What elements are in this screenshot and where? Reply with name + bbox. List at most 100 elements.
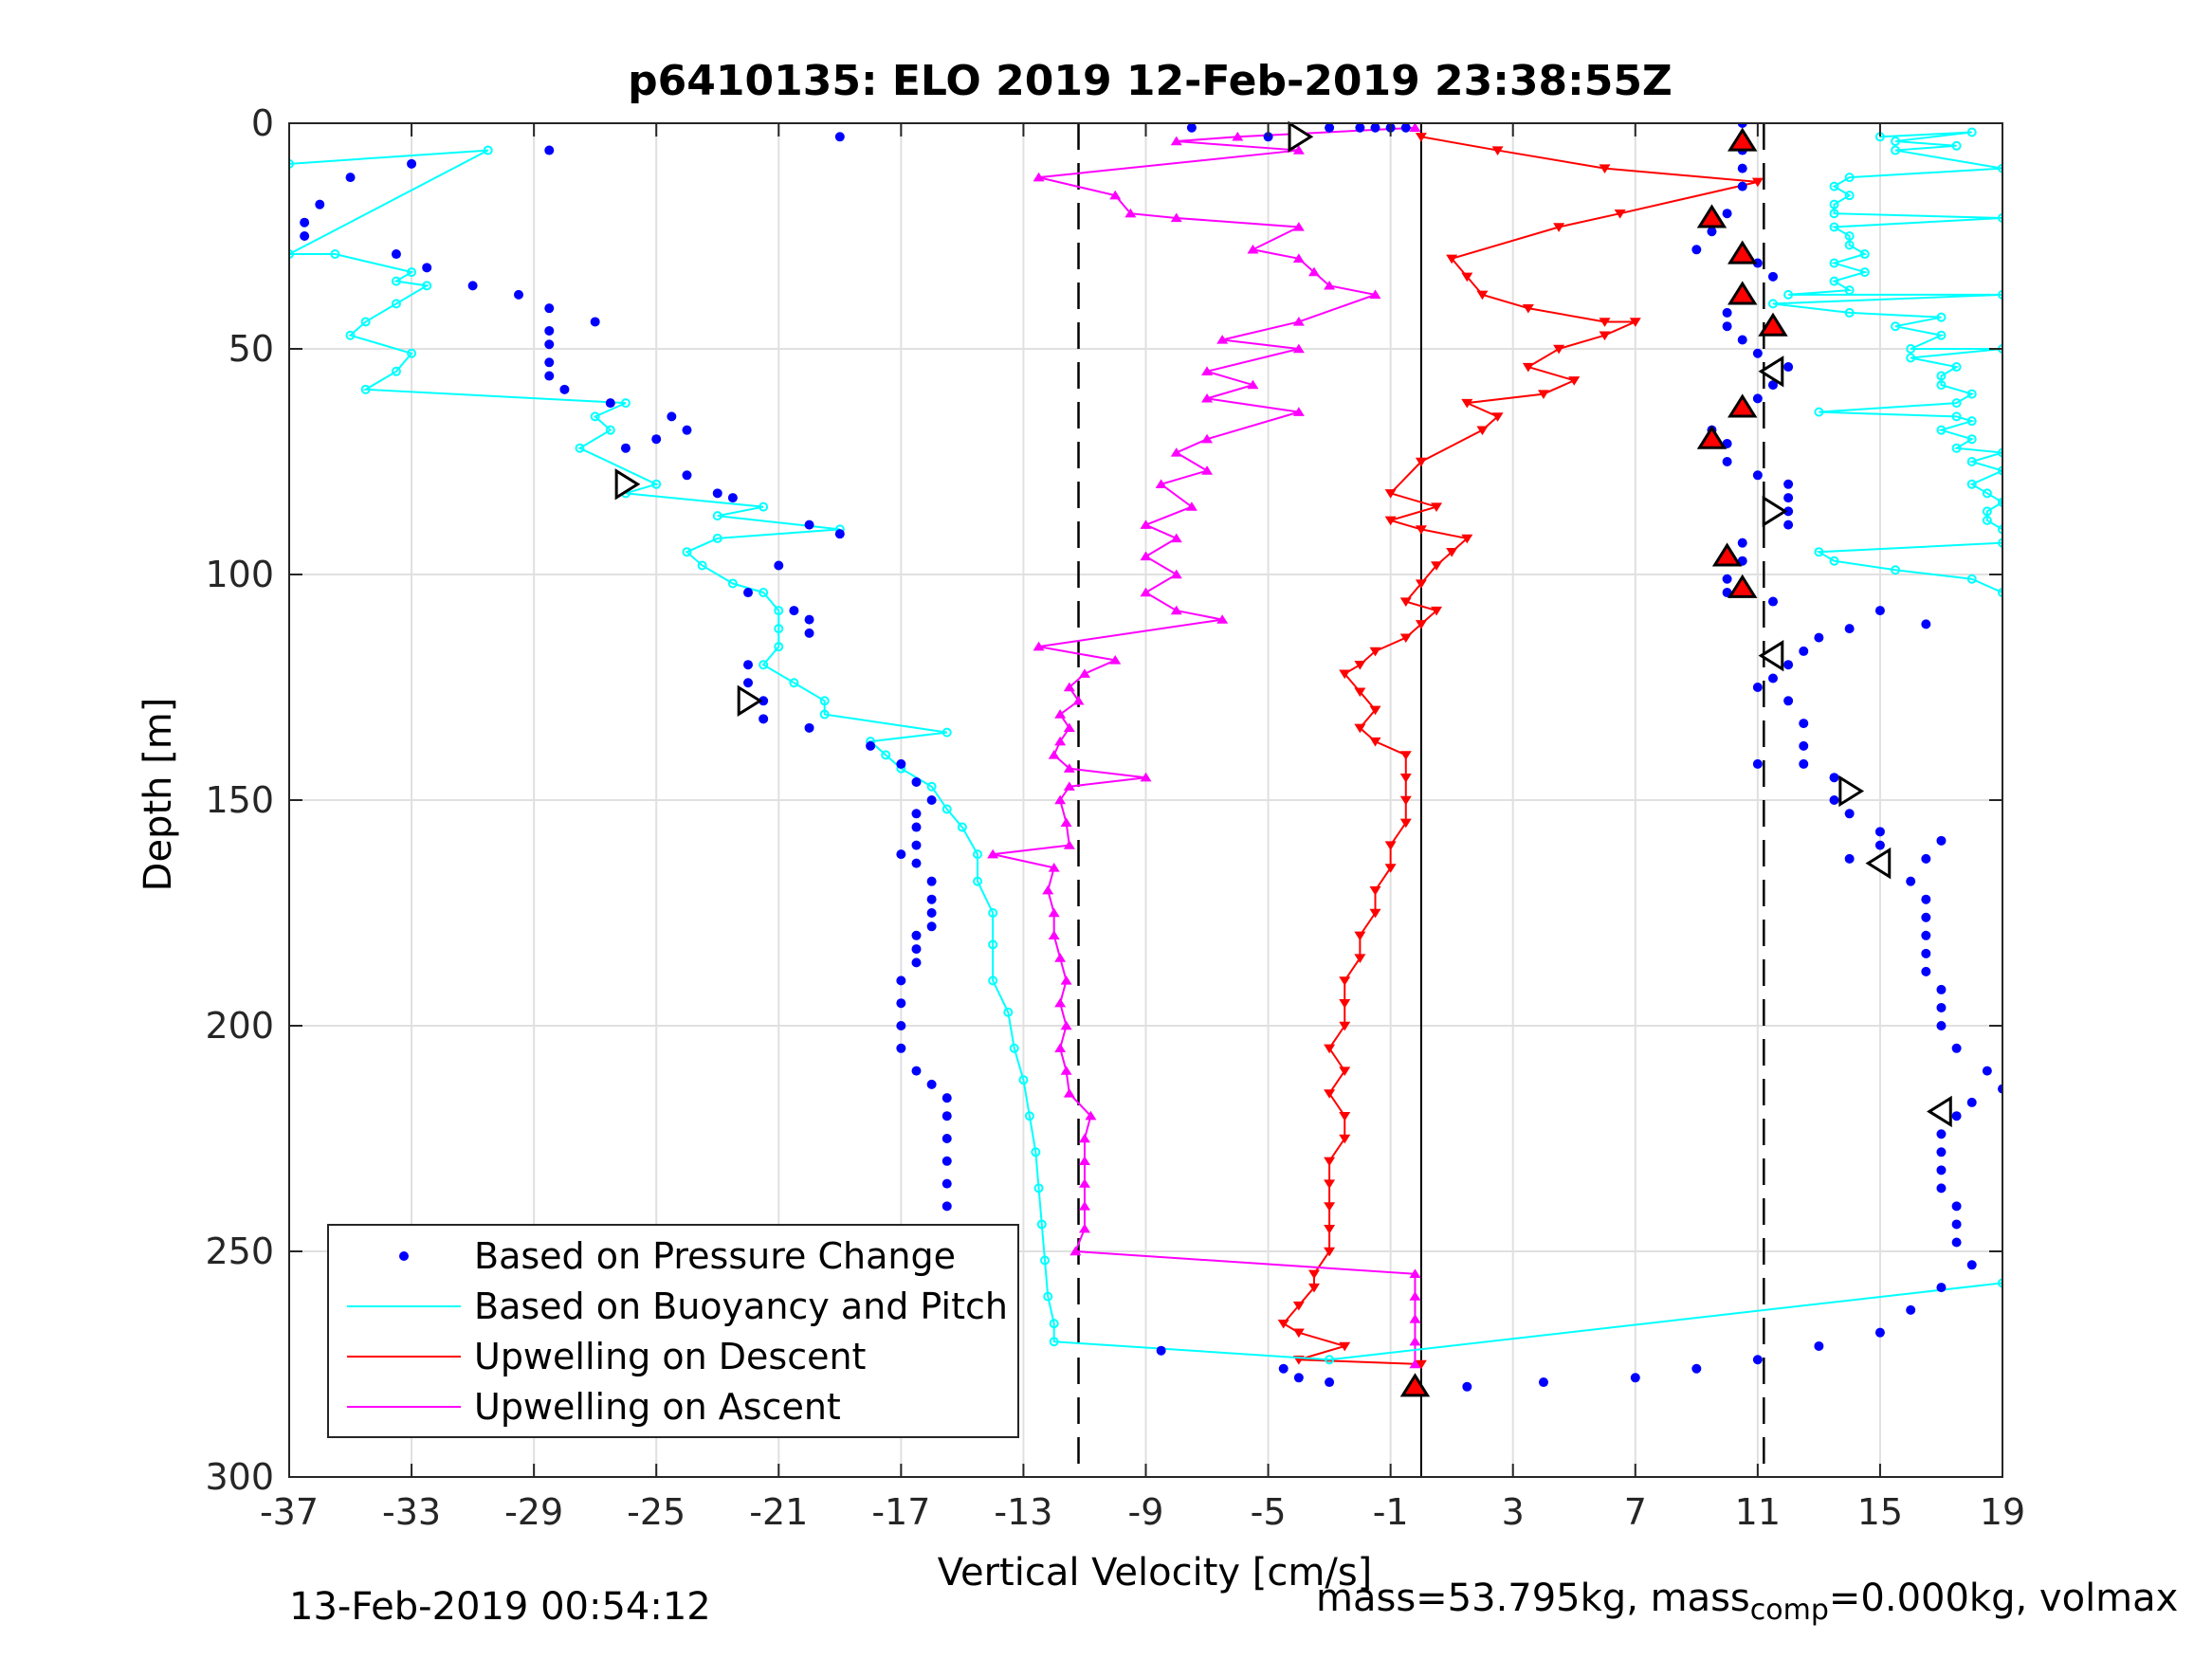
pressure-point [1783, 696, 1794, 706]
footer-mass-sub: comp [1749, 1594, 1829, 1627]
buoyancy-point [712, 511, 722, 521]
ascent-point [987, 848, 999, 859]
red-event-marker [1696, 425, 1728, 449]
buoyancy-point [1829, 556, 1839, 566]
pressure-point [391, 249, 401, 260]
pressure-point [1921, 966, 1931, 976]
ascent-point [1409, 1268, 1421, 1278]
ascent-point [1063, 763, 1075, 773]
ascent-point [1170, 569, 1182, 579]
pressure-point [1936, 1283, 1947, 1293]
buoyancy-point [1829, 258, 1839, 268]
buoyancy-point [345, 330, 356, 340]
buoyancy-point [1998, 588, 2002, 598]
pressure-point [896, 1043, 906, 1053]
ascent-point [1033, 172, 1045, 182]
pressure-point [1921, 619, 1931, 629]
pressure-point [759, 696, 769, 706]
ascent-point [1409, 1291, 1421, 1301]
pressure-point [1752, 758, 1763, 769]
open-event-marker [1838, 775, 1865, 808]
ascent-point [1140, 587, 1152, 597]
buoyancy-point [1966, 434, 1977, 445]
pressure-point [911, 809, 922, 819]
x-tick-label: -9 [1128, 1491, 1164, 1533]
buoyancy-point [759, 660, 769, 670]
buoyancy-point [1936, 380, 1947, 391]
pressure-point [407, 158, 417, 169]
pressure-point [896, 998, 906, 1009]
ascent-point [1170, 533, 1182, 543]
red-event-marker [1711, 542, 1743, 567]
pressure-point [896, 1021, 906, 1030]
buoyancy-point [407, 348, 417, 358]
buoyancy-point [483, 145, 493, 155]
buoyancy-point [1998, 465, 2002, 476]
legend-label: Upwelling on Ascent [474, 1386, 841, 1428]
buoyancy-point [1936, 371, 1947, 381]
buoyancy-point [1998, 447, 2002, 458]
descent-point [1354, 687, 1366, 698]
footer-timestamp: 13-Feb-2019 00:54:12 [289, 1585, 711, 1629]
buoyancy-point [1998, 1278, 2002, 1288]
pressure-point [590, 317, 600, 327]
pressure-point [1844, 809, 1855, 819]
descent-point [1369, 737, 1381, 747]
pressure-point [911, 776, 922, 787]
pressure-point [1767, 271, 1778, 282]
pressure-point [1906, 1304, 1916, 1315]
ascent-point [1054, 997, 1067, 1008]
chart-title: p6410135: ELO 2019 12-Feb-2019 23:38:55Z [628, 57, 1673, 105]
ascent-point [1216, 614, 1229, 624]
pressure-point [1737, 163, 1747, 173]
pressure-point [911, 822, 922, 832]
ascent-point [1078, 1201, 1090, 1211]
pressure-point [743, 678, 754, 688]
pressure-point [1325, 1377, 1335, 1388]
x-tick-label: -29 [504, 1491, 563, 1533]
ascent-point [1078, 668, 1090, 678]
buoyancy-point [1998, 538, 2002, 548]
pressure-point [896, 975, 906, 986]
buoyancy-point [1859, 249, 1870, 260]
footer-mass-suffix: =0.000kg, volmax [1828, 1577, 2179, 1620]
pressure-point [1538, 1377, 1548, 1388]
ascent-point [1140, 551, 1152, 561]
pressure-point [1799, 646, 1809, 656]
ascent-point [1369, 289, 1381, 300]
pressure-point [300, 217, 310, 228]
buoyancy-point [360, 384, 371, 394]
pressure-point [1325, 123, 1335, 133]
pressure-point [896, 849, 906, 860]
pressure-point [1783, 362, 1794, 373]
pressure-point [544, 371, 555, 381]
pressure-point [1156, 1345, 1166, 1356]
ascent-point [1409, 1314, 1421, 1323]
buoyancy-point [957, 822, 967, 832]
open-event-marker [1288, 120, 1314, 153]
pressure-point [1829, 795, 1839, 805]
ascent-point [1170, 605, 1182, 615]
red-event-marker [1696, 204, 1728, 228]
ascent-point [1048, 863, 1060, 872]
descent-point [1553, 344, 1565, 355]
pressure-point [1799, 758, 1809, 769]
buoyancy-point [1998, 212, 2002, 223]
pressure-point [514, 289, 524, 300]
buoyancy-point [1036, 1219, 1047, 1230]
y-tick-label: 250 [205, 1231, 274, 1272]
pressure-point [911, 957, 922, 968]
legend: Based on Pressure Change Based on Buoyanc… [327, 1224, 1019, 1438]
buoyancy-point [1891, 137, 1901, 147]
ascent-point [1140, 520, 1152, 529]
buoyancy-point [1966, 416, 1977, 427]
pressure-point [911, 840, 922, 850]
descent-point [1415, 133, 1427, 142]
pressure-point [896, 758, 906, 769]
buoyancy-point [1891, 321, 1901, 332]
pressure-point [1951, 1043, 1962, 1053]
descent-point [1614, 210, 1626, 219]
ascent-point [1201, 392, 1214, 403]
descent-point [1384, 841, 1397, 850]
footer-mass-prefix: mass=53.795kg, mass [1316, 1577, 1750, 1620]
